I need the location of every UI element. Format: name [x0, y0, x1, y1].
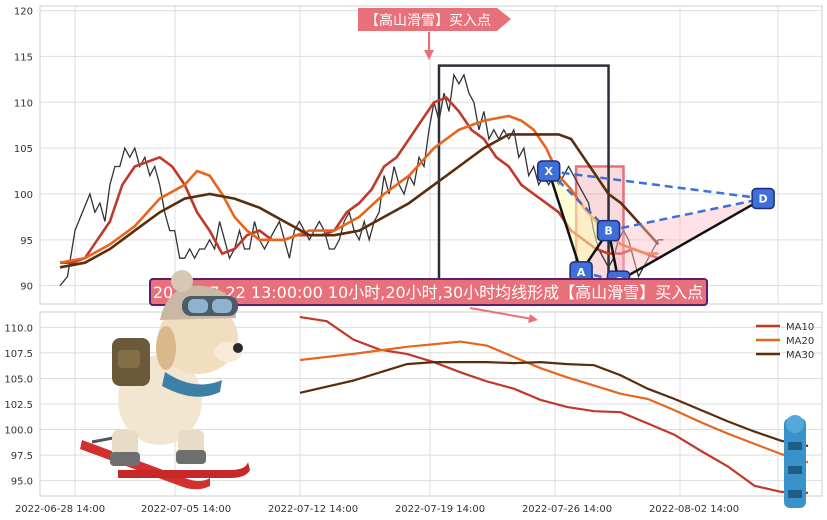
bottom-y-ticks: 95.0 97.5 100.0 102.5 105.0 107.5 110.0 — [4, 323, 33, 487]
title-badge-text: 【高山滑雪】买入点 — [365, 12, 491, 29]
bottom-series — [299, 316, 809, 494]
bottom-y-tick-label: 100.0 — [4, 426, 33, 437]
bottom-x-tick-label: 2022-07-26 14:00 — [522, 504, 612, 515]
legend-label: MA10 — [786, 322, 814, 333]
top-ma10-line — [60, 96, 659, 265]
annotation-text: 2022-07-22 13:00:00 10小时,20小时,30小时均线形成【高… — [153, 283, 703, 302]
title-badge: 【高山滑雪】买入点 — [358, 8, 511, 60]
robot-figure-illustration — [784, 415, 806, 508]
bottom-x-tick-label: 2022-06-28 14:00 — [15, 504, 105, 515]
top-ma30-line — [59, 133, 660, 269]
legend-label: MA20 — [786, 336, 814, 347]
bottom-ma30-line — [299, 360, 809, 447]
pattern-point-d — [751, 187, 775, 210]
pattern-point-label: D — [759, 193, 768, 206]
pattern-point-label: X — [544, 165, 553, 178]
bottom-x-tick-label: 2022-07-05 14:00 — [141, 504, 231, 515]
legend: MA10 MA20 MA30 — [756, 322, 814, 361]
pattern-leg — [617, 197, 764, 283]
puppy-skier-illustration — [80, 270, 250, 490]
bottom-x-tick-label: 2022-07-12 14:00 — [268, 504, 358, 515]
pattern-triangle-xab — [548, 171, 609, 272]
bottom-y-tick-label: 107.5 — [4, 349, 33, 360]
pattern-point-label: B — [604, 225, 612, 238]
top-y-tick-label: 120 — [14, 7, 33, 18]
pattern-point-x — [536, 160, 561, 182]
bottom-ma20-line — [299, 340, 809, 464]
legend-label: MA30 — [786, 350, 814, 361]
bottom-x-ticks: 2022-06-28 14:00 2022-07-05 14:00 2022-07-… — [15, 504, 739, 515]
top-y-tick-label: 115 — [14, 52, 33, 63]
top-y-tick-label: 110 — [14, 98, 33, 109]
bottom-y-tick-label: 110.0 — [4, 323, 33, 334]
top-y-tick-label: 105 — [14, 144, 33, 155]
bottom-y-tick-label: 97.5 — [11, 451, 33, 462]
top-y-tick-label: 90 — [20, 282, 33, 293]
pattern-dashed-line — [608, 197, 764, 232]
pattern-dashed-line — [547, 170, 610, 232]
top-y-ticks: 90 95 100 105 110 115 120 — [14, 7, 33, 293]
pattern-leg — [547, 170, 583, 273]
pattern-dashed-line — [548, 169, 764, 200]
bottom-y-tick-label: 102.5 — [4, 400, 33, 411]
bottom-x-tick-label: 2022-08-02 14:00 — [649, 504, 739, 515]
pattern-point-b — [596, 219, 621, 242]
top-y-tick-label: 100 — [14, 190, 33, 201]
pattern-point-label: A — [577, 266, 586, 279]
annotation-banner: 2022-07-22 13:00:00 10小时,20小时,30小时均线形成【高… — [149, 278, 708, 323]
bottom-x-tick-label: 2022-07-19 14:00 — [395, 504, 485, 515]
top-y-tick-label: 95 — [20, 236, 33, 247]
bottom-y-tick-label: 105.0 — [4, 374, 33, 385]
bottom-y-tick-label: 95.0 — [11, 477, 33, 488]
